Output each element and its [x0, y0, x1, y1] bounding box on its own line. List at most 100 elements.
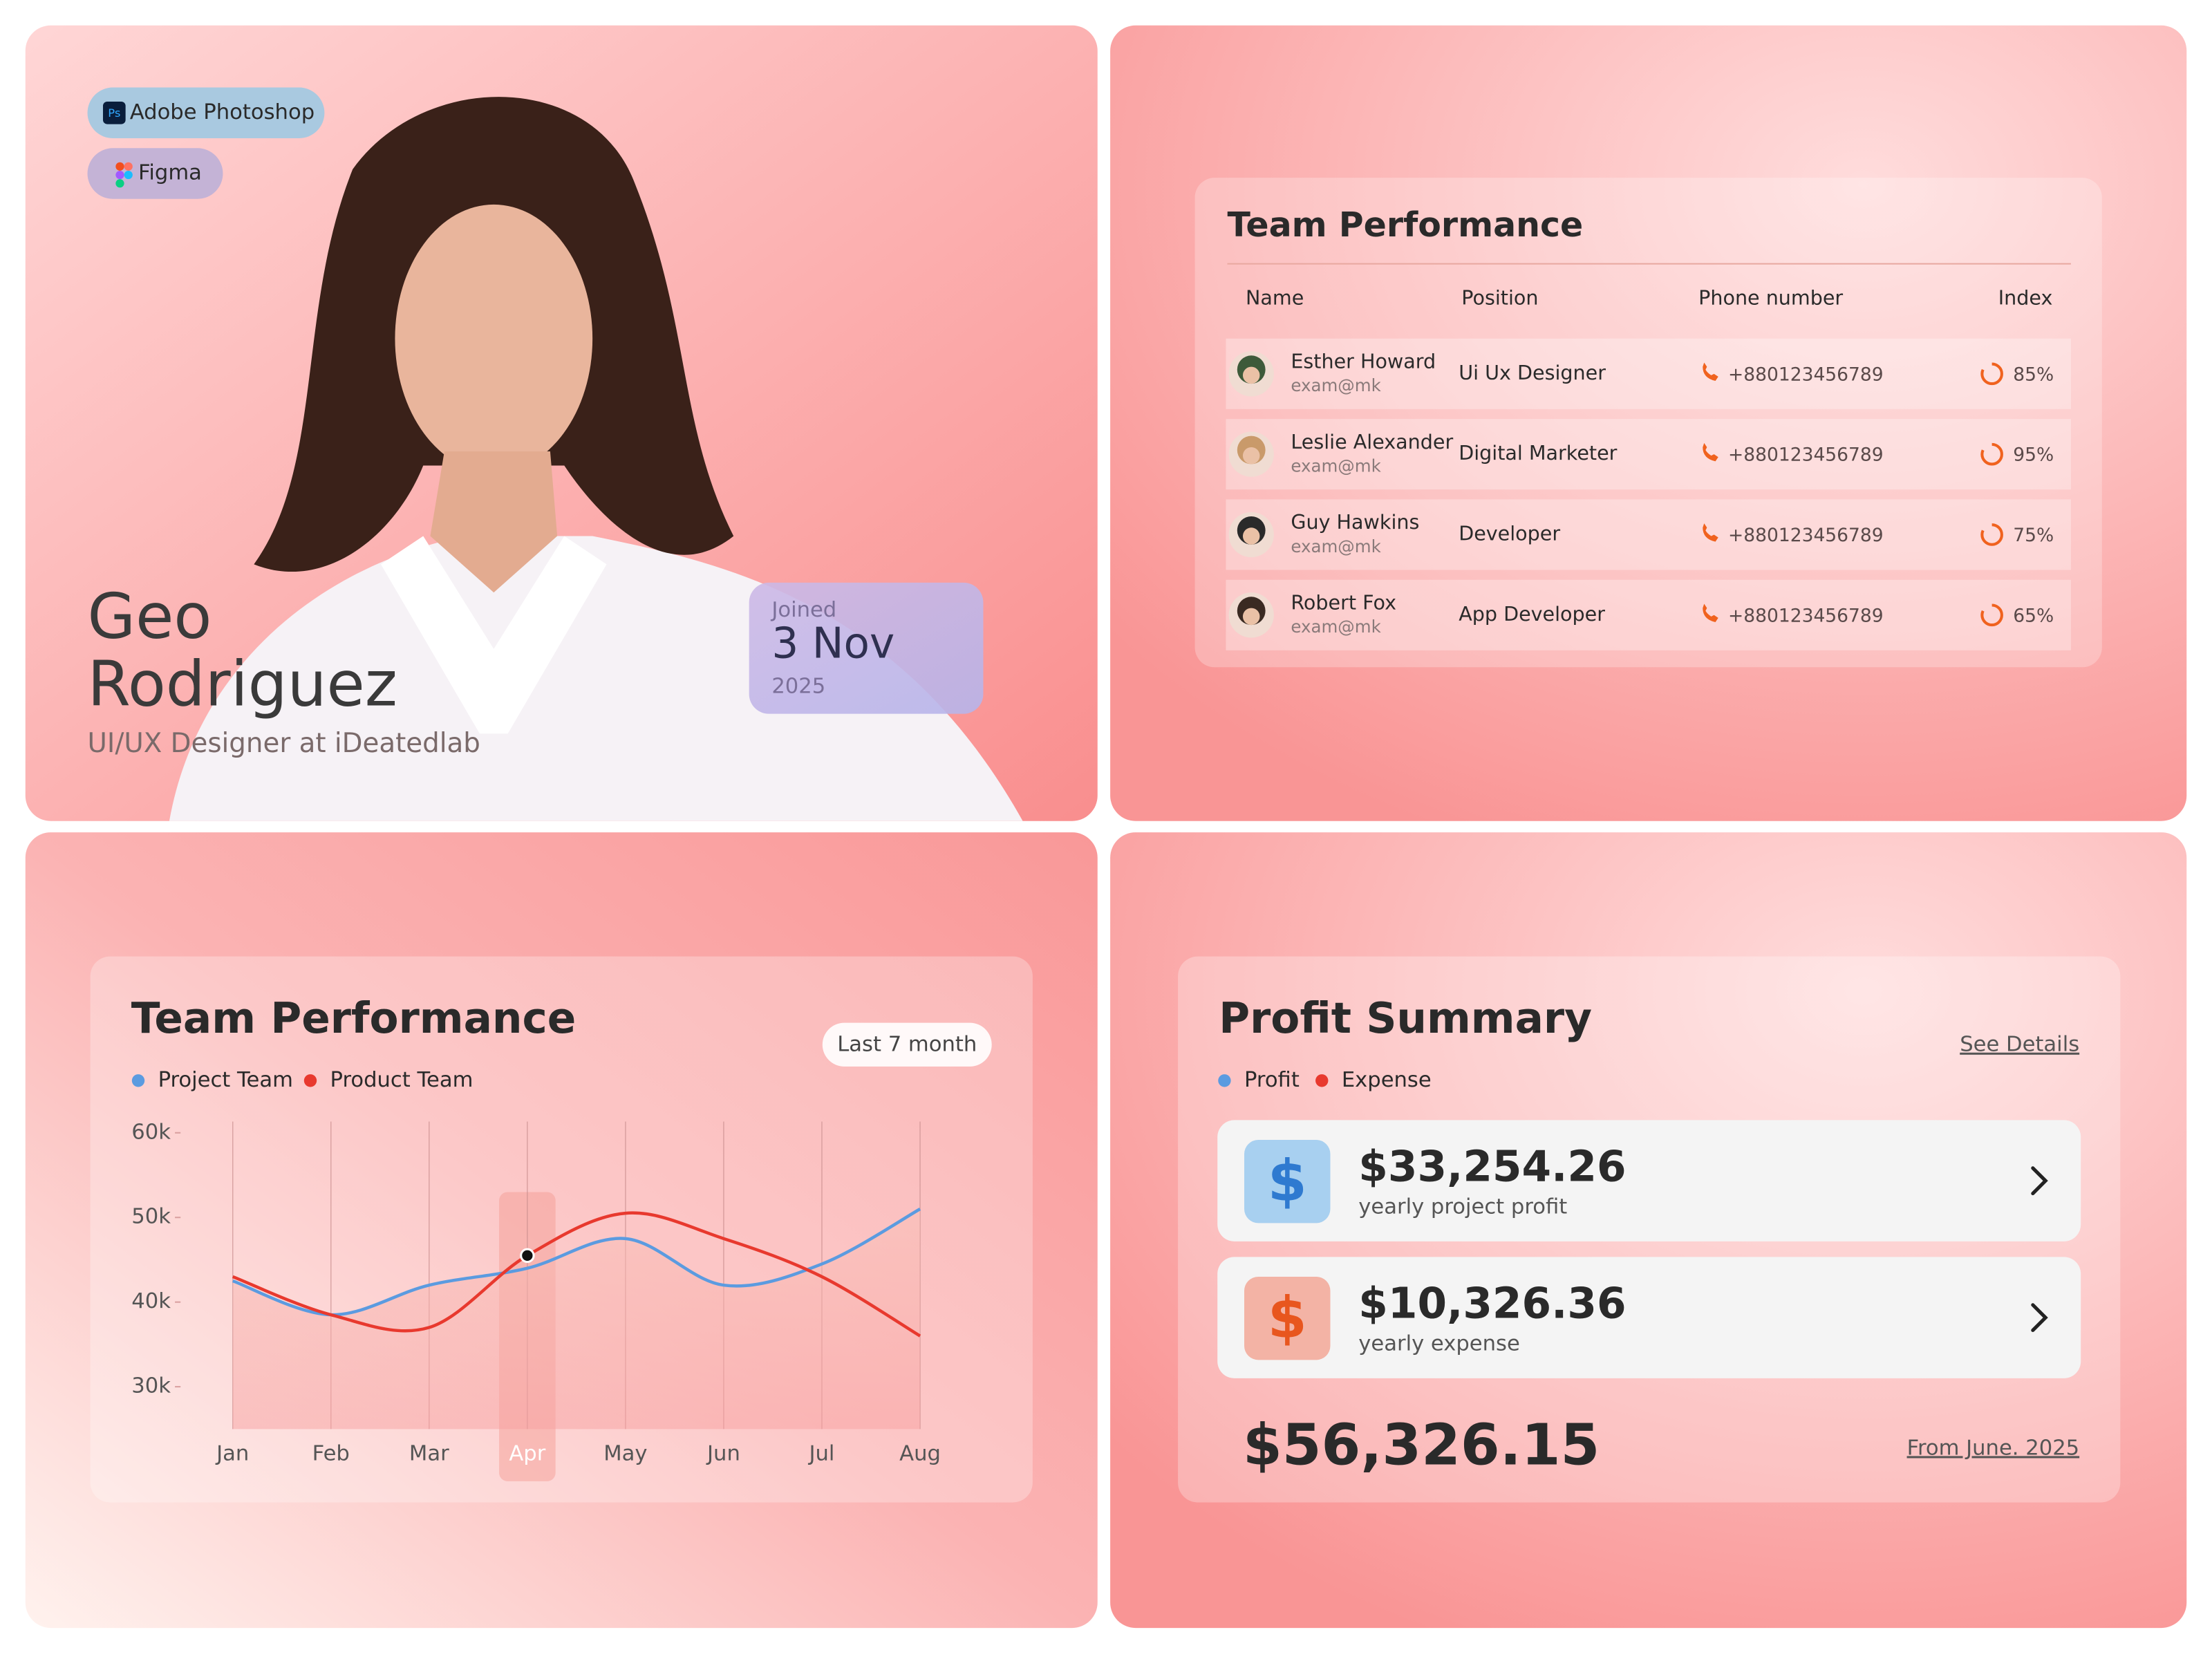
- profit-label: yearly project profit: [1358, 1194, 1567, 1219]
- member-phone: +880123456789: [1728, 364, 1884, 385]
- badge-icon-text: Ps: [108, 106, 120, 120]
- profile-photo: [169, 97, 1023, 821]
- series-line: [232, 1211, 921, 1338]
- period-button-text[interactable]: Last 7 month: [837, 1033, 977, 1057]
- member-position: Digital Marketer: [1459, 441, 1617, 465]
- profit-total: $56,326.15: [1243, 1412, 1600, 1478]
- badge-text: Figma: [138, 161, 202, 185]
- profit-label: yearly expense: [1358, 1331, 1519, 1356]
- avatar-face: [1242, 608, 1260, 626]
- member-email: exam@mk: [1291, 456, 1381, 476]
- phone-icon: [1703, 603, 1718, 622]
- member-name: Leslie Alexander: [1291, 430, 1453, 453]
- avatar-face: [1242, 366, 1260, 384]
- x-tick-label: Aug: [899, 1442, 941, 1466]
- highlight-point: [520, 1248, 535, 1264]
- member-index: 75%: [2013, 525, 2054, 546]
- see-details-link[interactable]: See Details: [1960, 1033, 2079, 1057]
- member-position: App Developer: [1459, 602, 1605, 626]
- table-card: [1194, 178, 2102, 668]
- x-tick-label: Jun: [706, 1442, 740, 1466]
- phone-icon: [1703, 442, 1718, 462]
- x-tick-label: May: [603, 1442, 647, 1466]
- member-index: 85%: [2013, 364, 2054, 385]
- x-tick-label: Mar: [409, 1442, 449, 1466]
- profit-item[interactable]: [1217, 1120, 2081, 1241]
- avatar-face: [1242, 527, 1260, 545]
- profit-amount: $10,326.36: [1358, 1279, 1626, 1328]
- profile-name: Geo: [88, 581, 212, 653]
- badge-icon: [102, 101, 126, 124]
- y-tick-label: 60k: [131, 1120, 171, 1144]
- x-tick-label: Jan: [215, 1442, 249, 1466]
- chevron[interactable]: [2031, 1303, 2048, 1333]
- table-header: Index: [1998, 286, 2053, 310]
- table-row: [1226, 419, 2071, 490]
- y-tick-label: 30k: [131, 1374, 171, 1398]
- line-chart: Project Team Product Team 60k 50k 40k 30k Jan F…: [131, 1068, 941, 1481]
- profile-name: Rodriguez: [88, 648, 397, 720]
- index-ring: [1980, 603, 2003, 627]
- chevron[interactable]: [2031, 1166, 2048, 1196]
- member-name: Esther Howard: [1291, 349, 1436, 373]
- member-email: exam@mk: [1291, 536, 1381, 556]
- legend-label: Project Team: [158, 1068, 293, 1092]
- x-tick-label: Apr: [509, 1442, 545, 1466]
- avatar-face: [1242, 447, 1260, 465]
- legend-dot: [131, 1074, 145, 1087]
- table-header: Name: [1246, 286, 1304, 310]
- y-tick-label: 40k: [131, 1289, 171, 1313]
- profit-icon-symbol: $: [1268, 1149, 1307, 1215]
- legend-label: Product Team: [330, 1068, 474, 1092]
- profit-title: Profit Summary: [1219, 994, 1592, 1043]
- legend-dot: [1315, 1074, 1329, 1087]
- joined-date: 3 Nov: [771, 619, 894, 668]
- table-panel: [1110, 25, 2187, 821]
- member-position: Ui Ux Designer: [1459, 361, 1606, 384]
- period-link[interactable]: From June. 2025: [1907, 1436, 2080, 1460]
- index-ring: [1980, 523, 2003, 546]
- legend-dot: [303, 1074, 317, 1087]
- profit-item[interactable]: [1217, 1257, 2081, 1378]
- period-button[interactable]: [822, 1022, 992, 1067]
- chart-title: Team Performance: [131, 994, 577, 1043]
- table-header: Position: [1461, 286, 1538, 310]
- joined-label: Joined: [770, 598, 836, 622]
- legend-label: Expense: [1342, 1068, 1432, 1092]
- badge-text: Adobe Photoshop: [130, 100, 315, 124]
- member-index: 95%: [2013, 444, 2054, 466]
- profit-icon-symbol: $: [1268, 1286, 1307, 1351]
- x-tick-label: Feb: [312, 1442, 350, 1466]
- series-line: [232, 1208, 921, 1317]
- index-ring: [1980, 442, 2003, 466]
- badge: [87, 87, 325, 138]
- table-row: [1226, 338, 2071, 409]
- member-phone: +880123456789: [1728, 525, 1884, 546]
- joined-card: [749, 582, 984, 714]
- table-row: [1226, 579, 2071, 650]
- member-email: exam@mk: [1291, 375, 1381, 395]
- member-phone: +880123456789: [1728, 444, 1884, 466]
- member-phone: +880123456789: [1728, 605, 1884, 626]
- index-ring: [1980, 362, 2003, 386]
- member-name: Guy Hawkins: [1291, 510, 1419, 534]
- table-header: Phone number: [1698, 286, 1843, 310]
- profit-items: Profit Expense $ $33,254.26 yearly project p…: [1217, 1068, 2081, 1378]
- x-tick-label: Jul: [808, 1442, 835, 1466]
- joined-year: 2025: [771, 674, 825, 698]
- member-position: Developer: [1459, 521, 1560, 545]
- phone-icon: [1703, 523, 1718, 542]
- member-email: exam@mk: [1291, 617, 1381, 637]
- legend-label: Profit: [1244, 1068, 1300, 1092]
- profit-icon: [1244, 1276, 1331, 1360]
- member-name: Robert Fox: [1291, 590, 1396, 614]
- table-title: Team Performance: [1228, 205, 1584, 245]
- area: [232, 1208, 921, 1430]
- member-index: 65%: [2013, 605, 2054, 626]
- phone-icon: [1703, 362, 1718, 382]
- legend-dot: [1218, 1074, 1231, 1087]
- figma-icon: [115, 162, 133, 188]
- profit-amount: $33,254.26: [1358, 1142, 1626, 1191]
